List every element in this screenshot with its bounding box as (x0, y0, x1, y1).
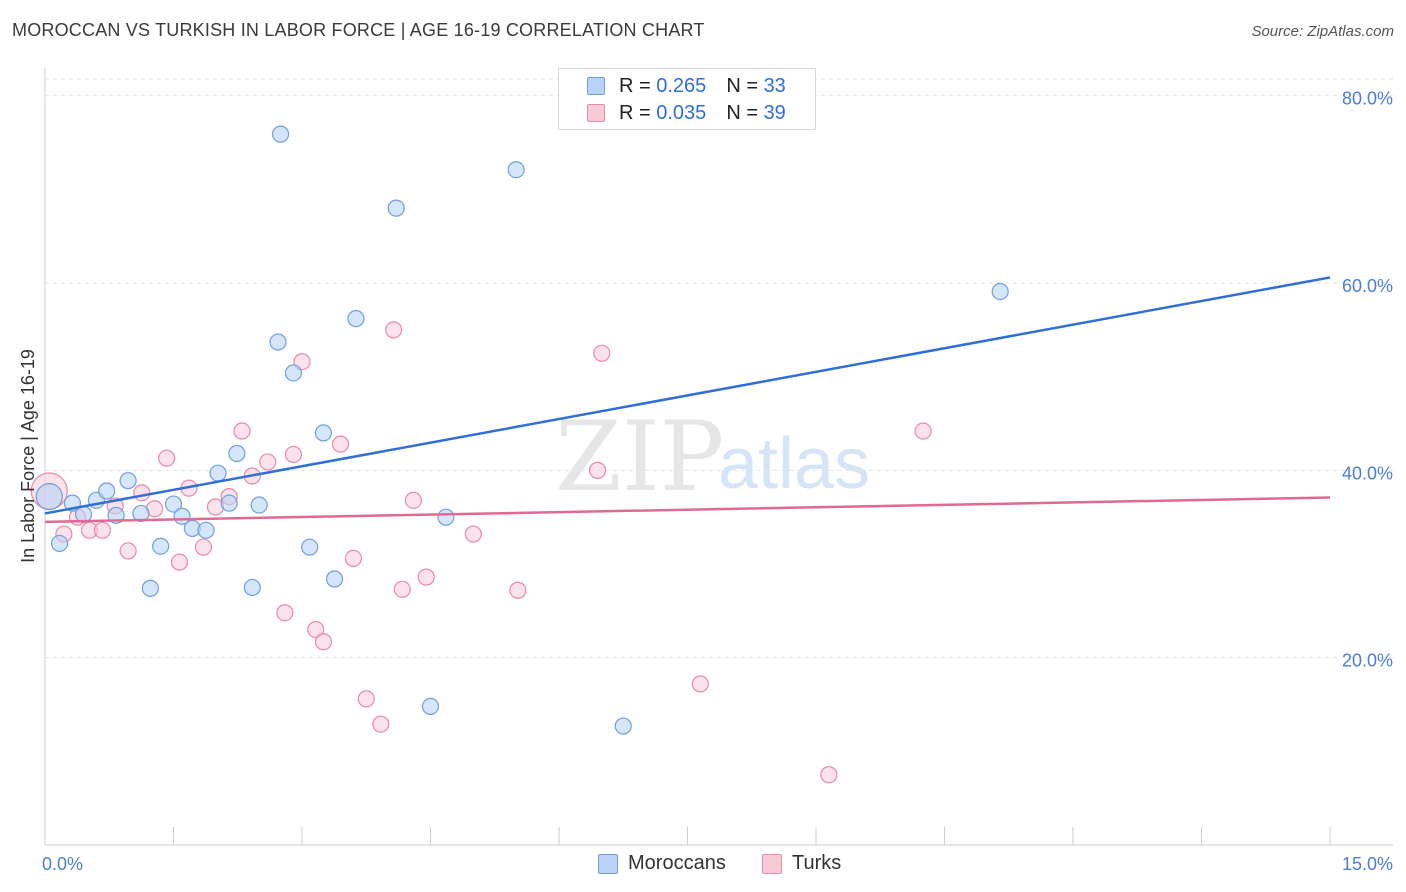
y-tick-label: 80.0% (1342, 89, 1393, 109)
legend-n-value: 33 (763, 74, 786, 97)
turk-point (404, 491, 422, 509)
moroccan-point (35, 482, 63, 511)
turk-point (314, 633, 333, 651)
chart-title: MOROCCAN VS TURKISH IN LABOR FORCE | AGE… (12, 20, 705, 40)
legend-n-label: N = (726, 101, 758, 124)
moroccan-point (347, 310, 365, 328)
bottom-legend-swatch-moroccans (598, 853, 618, 874)
x-tick-label: 0.0% (42, 854, 83, 874)
turk-point (276, 604, 294, 622)
legend-row-moroccans: R = 0.265 N = 33 (587, 74, 786, 98)
legend-n-value: 39 (763, 101, 786, 124)
bottom-legend-label-turks: Turks (792, 852, 842, 874)
moroccan-point (228, 444, 246, 463)
data-points (30, 104, 1009, 784)
moroccan-point (98, 482, 116, 500)
moroccan-point (271, 125, 290, 143)
legend-swatch-turks (587, 104, 605, 122)
turk-point (93, 521, 111, 539)
moroccan-point (197, 521, 215, 539)
chart-source: Source: ZipAtlas.com (1251, 23, 1394, 40)
turk-point (158, 449, 176, 467)
moroccan-point (507, 161, 525, 179)
moroccan-point (284, 364, 303, 382)
legend-r-value: 0.035 (656, 101, 707, 124)
moroccan-point (437, 508, 455, 526)
turk-point (233, 422, 251, 440)
turk-point (372, 715, 390, 733)
moroccan-point (314, 424, 333, 442)
moroccan-point (50, 534, 69, 553)
y-tick-label: 60.0% (1342, 276, 1393, 296)
turk-trend-line (44, 496, 1331, 524)
bottom-legend-turks: Turks (762, 852, 841, 875)
moroccan-point (164, 495, 183, 513)
y-axis-label: In Labor Force | Age 16-19 (18, 349, 38, 563)
turk-point (331, 435, 350, 453)
turk-point (588, 461, 607, 479)
turk-point (691, 675, 709, 693)
moroccan-point (220, 494, 238, 512)
legend-swatch-moroccans (587, 77, 605, 95)
moroccan-point (301, 538, 319, 556)
watermark-zip: ZIP (555, 401, 724, 513)
y-tick-label: 20.0% (1342, 651, 1393, 671)
watermark-atlas: atlas (718, 424, 870, 504)
watermark: ZIP atlas (555, 401, 870, 513)
trend-lines (44, 276, 1331, 524)
axes (44, 68, 1393, 846)
turk-point (385, 321, 403, 339)
moroccan-point (119, 472, 137, 490)
moroccan-point (152, 537, 170, 555)
turk-point (509, 581, 527, 599)
turk-point (820, 766, 838, 784)
bottom-legend-label-moroccans: Moroccans (628, 852, 726, 874)
turk-point (417, 568, 435, 586)
moroccan-point (325, 570, 344, 588)
legend-row-turks: R = 0.035 N = 39 (587, 101, 786, 125)
legend-r-value: 0.265 (656, 74, 707, 97)
x-tick-labels: 0.0% 15.0% (42, 854, 1393, 874)
y-tick-label: 40.0% (1342, 463, 1393, 483)
legend: R = 0.265 N = 33 R = 0.035 N = 39 (558, 68, 816, 130)
turk-point (464, 525, 482, 543)
turk-point (259, 453, 277, 471)
moroccan-point (250, 496, 268, 514)
legend-r-label: R = (619, 74, 651, 97)
turk-point (307, 620, 325, 639)
moroccan-point (387, 199, 405, 217)
turk-point (284, 445, 303, 464)
turk-point (194, 538, 213, 556)
turk-point (344, 549, 362, 568)
turk-point (119, 542, 137, 560)
x-tick-label: 15.0% (1342, 854, 1393, 874)
turk-point (133, 484, 151, 502)
y-tick-labels: 20.0% 40.0% 60.0% 80.0% (1342, 89, 1393, 671)
bottom-legend-swatch-turks (762, 853, 782, 874)
legend-n-label: N = (726, 74, 758, 97)
turk-point (357, 690, 375, 708)
turk-point (170, 553, 189, 571)
moroccan-point (243, 578, 261, 597)
turk-point (914, 422, 932, 440)
moroccan-point (141, 579, 159, 597)
moroccan-point (614, 717, 632, 735)
moroccan-point (209, 464, 227, 482)
moroccan-point (132, 504, 150, 523)
moroccan-trend-line (44, 276, 1331, 515)
moroccan-point (991, 282, 1009, 301)
legend-r-label: R = (619, 101, 651, 124)
turk-point (393, 580, 411, 598)
moroccan-point (269, 333, 287, 351)
turk-point (593, 344, 611, 362)
moroccan-point (421, 697, 440, 715)
bottom-legend-moroccans: Moroccans (598, 852, 726, 875)
gridlines (45, 78, 1393, 659)
